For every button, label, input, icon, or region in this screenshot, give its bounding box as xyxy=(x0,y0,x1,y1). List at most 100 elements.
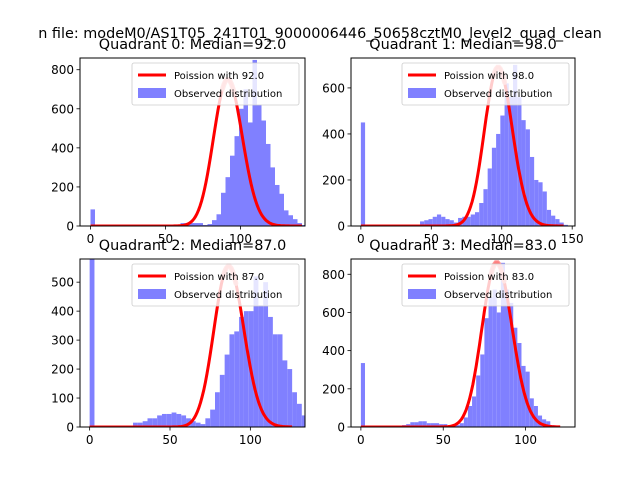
histogram-bar xyxy=(229,334,235,427)
histogram-bar xyxy=(152,418,158,427)
histogram-bar xyxy=(189,223,194,226)
histogram-bar xyxy=(207,224,212,226)
histogram-bar xyxy=(436,214,442,226)
histogram-bar xyxy=(270,167,275,226)
subplot-title: Quadrant 1: Median=98.0 xyxy=(369,37,557,53)
histogram-bar xyxy=(542,191,547,226)
histogram-bar xyxy=(521,365,526,427)
subplot-quadrant-3: 0 50 100 0 200 400 600 800 Quadrant 3: Median=83… xyxy=(322,238,576,447)
histogram-bar xyxy=(293,219,298,226)
histogram-bar xyxy=(414,422,419,427)
figure-suptitle: n file: modeM0/AS1T05_241T01_9000006446_… xyxy=(38,26,602,42)
x-tick-label: 100 xyxy=(239,433,262,447)
legend-box xyxy=(401,62,570,106)
histogram-bar xyxy=(282,360,288,427)
histogram-bar xyxy=(301,415,305,427)
histogram-bar xyxy=(216,214,221,226)
histogram-bar xyxy=(224,354,230,427)
histogram-bar xyxy=(445,219,450,226)
histogram-bar xyxy=(422,421,427,427)
histogram-bar xyxy=(239,108,244,226)
histogram-bar xyxy=(288,215,293,226)
histogram-bar xyxy=(166,413,172,427)
y-tick-label: 400 xyxy=(51,141,74,155)
histogram-bar xyxy=(234,136,239,226)
histogram-bar xyxy=(525,129,530,226)
histogram-bar xyxy=(546,209,552,226)
x-tick-label: 100 xyxy=(229,232,252,246)
histogram-bar xyxy=(268,316,273,427)
histogram-bar xyxy=(90,209,95,226)
histogram-bar xyxy=(257,104,262,226)
histogram-bar xyxy=(263,282,269,427)
y-tick-label: 600 xyxy=(322,81,345,95)
y-tick-label: 0 xyxy=(66,421,74,435)
histogram-bar xyxy=(529,156,535,226)
histogram-bar xyxy=(210,409,215,427)
y-tick-label: 200 xyxy=(322,382,345,396)
axes-frame xyxy=(350,57,576,227)
y-tick-label: 800 xyxy=(322,268,345,282)
histogram-bar xyxy=(215,392,220,427)
histogram-bar xyxy=(476,375,481,427)
histogram-bar xyxy=(137,422,143,427)
histogram-bar xyxy=(284,210,289,226)
histogram-bar xyxy=(537,415,543,427)
y-tick-label: 0 xyxy=(66,220,74,234)
y-tick-label: 100 xyxy=(51,392,74,406)
x-tick-label: 0 xyxy=(357,433,365,447)
axes-frame xyxy=(79,57,306,227)
y-tick-label: 500 xyxy=(51,276,74,290)
histogram-bar xyxy=(517,97,522,226)
y-tick-label: 800 xyxy=(51,63,74,77)
y-tick-label: 200 xyxy=(51,363,74,377)
histogram-bar xyxy=(488,297,493,427)
subplot-quadrant-1: 0 50 100 150 0 200 400 600 Quadrant 1: Median=98… xyxy=(322,37,584,246)
legend-bar-swatch xyxy=(408,88,436,98)
histogram-bar xyxy=(272,334,278,427)
legend-box xyxy=(131,62,300,106)
histogram-bar xyxy=(275,184,280,226)
histogram-bar xyxy=(435,423,440,427)
subplot-quadrant-0: 0 50 100 0 200 400 600 800 Quadrant 0: Median=92… xyxy=(51,37,306,246)
subplot-quadrant-2: 0 50 100 0 100 200 300 400 500 Quadrant 2: Median… xyxy=(51,238,306,447)
histogram-bar xyxy=(542,419,547,427)
poisson-curve xyxy=(360,261,561,427)
histogram-bar xyxy=(430,423,435,427)
histogram-bar xyxy=(194,223,199,226)
histogram-bar xyxy=(253,276,259,427)
histogram-bar xyxy=(483,189,488,226)
histogram-bar xyxy=(455,425,460,427)
histogram-bar xyxy=(459,423,464,427)
histogram-bar xyxy=(176,413,182,427)
y-tick-label: 200 xyxy=(322,173,345,187)
histogram-bar xyxy=(279,193,284,226)
y-tick-label: 400 xyxy=(322,344,345,358)
histogram-bar xyxy=(466,216,471,226)
legend-bar-label: Observed distribution xyxy=(444,290,552,301)
histogram-bar xyxy=(195,422,201,427)
histogram-bar xyxy=(496,312,501,427)
x-tick-label: 100 xyxy=(514,433,537,447)
histogram-bar xyxy=(551,215,556,226)
histogram-bar xyxy=(266,143,271,226)
histogram-bar xyxy=(496,133,501,226)
x-tick-label: 50 xyxy=(436,433,451,447)
histogram-bar xyxy=(171,412,177,427)
axes-frame xyxy=(350,258,576,428)
histogram-bar xyxy=(492,289,497,427)
histogram-bar xyxy=(258,305,264,427)
histogram-bar xyxy=(521,120,526,226)
histogram-bar xyxy=(480,354,485,427)
histogram-bar xyxy=(420,221,425,226)
legend-line-label: Poission with 87.0 xyxy=(174,272,264,283)
histogram-bar xyxy=(133,422,138,427)
legend-bar-swatch xyxy=(408,289,436,299)
histogram-bar xyxy=(287,369,293,427)
histogram-bar xyxy=(432,216,437,226)
plot-area xyxy=(89,259,305,427)
histogram-bar xyxy=(252,59,257,226)
histogram-bar xyxy=(292,392,297,427)
histogram-bar xyxy=(360,363,365,427)
histogram-bar xyxy=(563,224,568,226)
